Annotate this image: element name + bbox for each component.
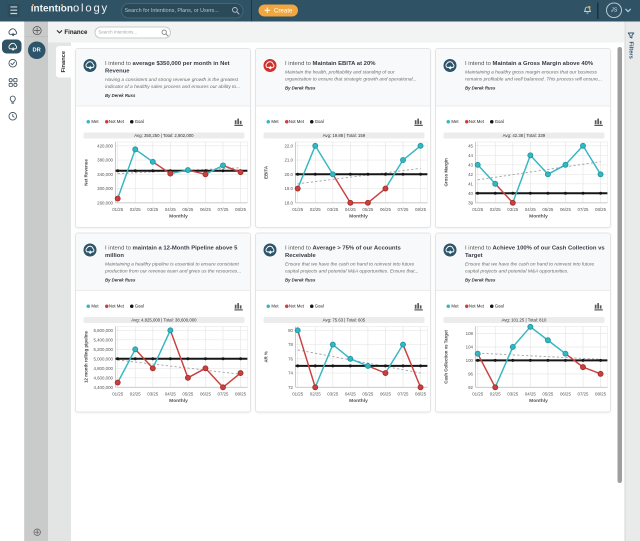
svg-text:03/25: 03/25 xyxy=(147,207,159,212)
svg-text:05/25: 05/25 xyxy=(542,392,554,397)
svg-text:45: 45 xyxy=(468,143,473,148)
svg-text:05/25: 05/25 xyxy=(182,207,194,212)
svg-text:07/25: 07/25 xyxy=(578,392,590,397)
svg-text:07/25: 07/25 xyxy=(218,392,230,397)
svg-text:06/25: 06/25 xyxy=(380,207,392,212)
svg-text:4,400,000: 4,400,000 xyxy=(93,385,113,390)
svg-text:02/25: 02/25 xyxy=(490,207,502,212)
svg-text:260,000: 260,000 xyxy=(97,200,113,205)
svg-text:01/25: 01/25 xyxy=(472,392,484,397)
svg-text:Monthly: Monthly xyxy=(349,214,368,220)
svg-text:39: 39 xyxy=(468,200,473,205)
svg-text:06/25: 06/25 xyxy=(560,207,572,212)
svg-text:01/25: 01/25 xyxy=(472,207,484,212)
svg-text:43: 43 xyxy=(468,162,473,167)
svg-text:02/25: 02/25 xyxy=(310,392,322,397)
svg-text:420,000: 420,000 xyxy=(97,143,113,148)
svg-text:02/25: 02/25 xyxy=(310,207,322,212)
svg-text:04/25: 04/25 xyxy=(165,207,177,212)
svg-text:08/25: 08/25 xyxy=(235,392,247,397)
svg-text:96: 96 xyxy=(468,371,473,376)
svg-text:78: 78 xyxy=(288,342,293,347)
svg-text:340,000: 340,000 xyxy=(97,172,113,177)
svg-text:Monthly: Monthly xyxy=(169,214,188,220)
svg-text:06/25: 06/25 xyxy=(200,392,212,397)
svg-text:Cash Collection vs Target: Cash Collection vs Target xyxy=(444,330,449,384)
svg-text:08/25: 08/25 xyxy=(415,392,427,397)
svg-text:74: 74 xyxy=(288,371,293,376)
svg-text:21.0: 21.0 xyxy=(284,158,293,163)
svg-text:08/25: 08/25 xyxy=(415,207,427,212)
svg-text:Monthly: Monthly xyxy=(349,398,368,404)
svg-text:AR %: AR % xyxy=(264,351,269,363)
svg-text:Gross Margin: Gross Margin xyxy=(444,158,449,187)
svg-text:5,600,000: 5,600,000 xyxy=(93,328,113,333)
svg-text:06/25: 06/25 xyxy=(560,392,572,397)
svg-text:92: 92 xyxy=(468,385,473,390)
svg-text:04/25: 04/25 xyxy=(525,207,537,212)
svg-text:07/25: 07/25 xyxy=(578,207,590,212)
svg-text:06/25: 06/25 xyxy=(200,207,212,212)
svg-text:02/25: 02/25 xyxy=(130,207,142,212)
svg-text:03/25: 03/25 xyxy=(327,207,339,212)
svg-text:19.0: 19.0 xyxy=(284,186,293,191)
svg-text:04/25: 04/25 xyxy=(345,392,357,397)
svg-text:20.0: 20.0 xyxy=(284,172,293,177)
svg-text:72: 72 xyxy=(288,385,293,390)
svg-text:08/25: 08/25 xyxy=(235,207,247,212)
svg-text:01/25: 01/25 xyxy=(292,207,304,212)
svg-text:5,000,000: 5,000,000 xyxy=(93,356,113,361)
svg-text:EBITA: EBITA xyxy=(264,165,269,179)
svg-text:18.0: 18.0 xyxy=(284,200,293,205)
svg-text:08/25: 08/25 xyxy=(595,207,607,212)
svg-text:76: 76 xyxy=(288,356,293,361)
svg-text:Monthly: Monthly xyxy=(529,398,548,404)
svg-text:07/25: 07/25 xyxy=(218,207,230,212)
svg-text:02/25: 02/25 xyxy=(130,392,142,397)
svg-text:03/25: 03/25 xyxy=(327,392,339,397)
svg-text:41: 41 xyxy=(468,181,473,186)
svg-text:05/25: 05/25 xyxy=(182,392,194,397)
svg-text:44: 44 xyxy=(468,153,473,158)
svg-text:12 month rolling pipeline: 12 month rolling pipeline xyxy=(84,330,89,383)
svg-text:05/25: 05/25 xyxy=(542,207,554,212)
svg-text:80: 80 xyxy=(288,328,293,333)
svg-text:5,200,000: 5,200,000 xyxy=(93,347,113,352)
svg-text:Net Revenue: Net Revenue xyxy=(84,159,89,186)
svg-text:03/25: 03/25 xyxy=(147,392,159,397)
svg-text:03/25: 03/25 xyxy=(507,207,519,212)
svg-text:108: 108 xyxy=(466,331,474,336)
svg-text:04/25: 04/25 xyxy=(345,207,357,212)
svg-text:05/25: 05/25 xyxy=(362,392,374,397)
svg-text:Monthly: Monthly xyxy=(529,214,548,220)
svg-text:100: 100 xyxy=(466,358,474,363)
svg-text:Monthly: Monthly xyxy=(169,398,188,404)
svg-text:04/25: 04/25 xyxy=(165,392,177,397)
svg-text:01/25: 01/25 xyxy=(112,392,124,397)
svg-text:380,000: 380,000 xyxy=(97,158,113,163)
svg-text:104: 104 xyxy=(466,345,474,350)
svg-text:05/25: 05/25 xyxy=(362,207,374,212)
svg-text:03/25: 03/25 xyxy=(507,392,519,397)
svg-text:07/25: 07/25 xyxy=(398,207,410,212)
svg-text:4,600,000: 4,600,000 xyxy=(93,375,113,380)
svg-text:08/25: 08/25 xyxy=(595,392,607,397)
svg-text:01/25: 01/25 xyxy=(292,392,304,397)
svg-text:04/25: 04/25 xyxy=(525,392,537,397)
svg-text:4,800,000: 4,800,000 xyxy=(93,366,113,371)
svg-text:01/25: 01/25 xyxy=(112,207,124,212)
svg-text:06/25: 06/25 xyxy=(380,392,392,397)
svg-text:22.0: 22.0 xyxy=(284,143,293,148)
svg-text:02/25: 02/25 xyxy=(490,392,502,397)
svg-text:40: 40 xyxy=(468,191,473,196)
svg-text:300,000: 300,000 xyxy=(97,186,113,191)
svg-text:07/25: 07/25 xyxy=(398,392,410,397)
svg-text:42: 42 xyxy=(468,172,473,177)
svg-text:5,400,000: 5,400,000 xyxy=(93,337,113,342)
